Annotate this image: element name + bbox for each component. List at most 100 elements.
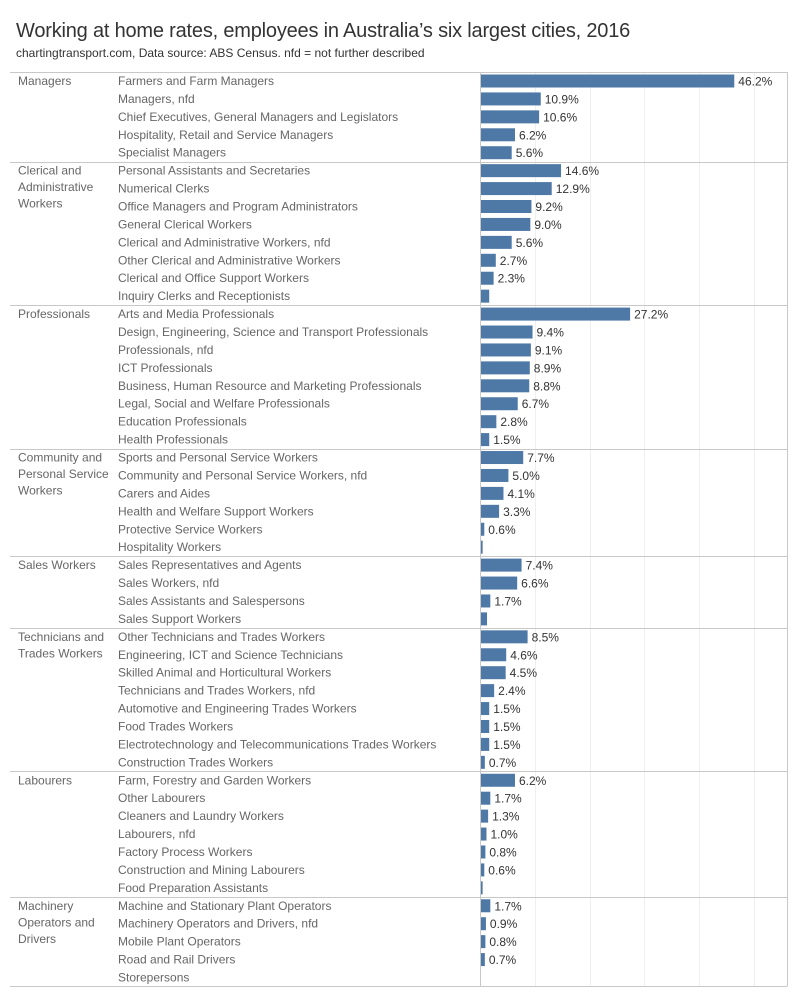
category-label: Food Preparation Assistants <box>118 881 268 895</box>
category-label: Specialist Managers <box>118 146 226 160</box>
value-label: 1.7% <box>494 594 522 608</box>
category-label: Skilled Animal and Horticultural Workers <box>118 666 331 680</box>
category-label: Legal, Social and Welfare Professionals <box>118 397 330 411</box>
group-label-line: Drivers <box>18 932 56 946</box>
value-label: 4.1% <box>507 487 535 501</box>
value-label: 4.6% <box>510 648 538 662</box>
group-label-line: Administrative <box>18 180 94 194</box>
bar <box>481 415 497 429</box>
bar <box>481 540 483 554</box>
bar <box>481 594 491 608</box>
category-label: Sales Support Workers <box>118 612 241 626</box>
category-label: ICT Professionals <box>118 361 212 375</box>
category-label: Sales Assistants and Salespersons <box>118 594 305 608</box>
category-label: Sales Representatives and Agents <box>118 558 301 572</box>
value-label: 6.7% <box>522 397 550 411</box>
group-label-line: Managers <box>18 74 71 88</box>
bar <box>481 468 509 482</box>
value-label: 5.0% <box>512 469 540 483</box>
bar <box>481 935 486 949</box>
value-label: 9.2% <box>535 200 563 214</box>
category-label: Labourers, nfd <box>118 827 195 841</box>
group-label-line: Operators and <box>18 915 95 929</box>
value-label: 1.5% <box>493 702 521 716</box>
value-label: 10.6% <box>543 110 577 124</box>
value-label: 6.2% <box>519 774 547 788</box>
value-label: 1.5% <box>493 720 521 734</box>
bar <box>481 451 524 465</box>
bar <box>481 558 522 572</box>
category-label: Arts and Media Professionals <box>118 307 274 321</box>
category-label: Sales Workers, nfd <box>118 576 219 590</box>
value-label: 10.9% <box>545 92 579 106</box>
value-label: 5.6% <box>516 146 544 160</box>
category-label: Numerical Clerks <box>118 182 209 196</box>
bar <box>481 755 485 769</box>
bar <box>481 164 562 178</box>
value-label: 0.7% <box>489 756 517 770</box>
bar <box>481 773 515 787</box>
bar <box>481 289 490 303</box>
bar <box>481 791 491 805</box>
group-label: Labourers <box>18 773 72 787</box>
group-label-line: Sales Workers <box>18 558 96 572</box>
category-label: Hospitality, Retail and Service Managers <box>118 128 333 142</box>
category-label: Factory Process Workers <box>118 845 252 859</box>
category-label: Clerical and Office Support Workers <box>118 271 309 285</box>
value-label: 5.6% <box>516 236 544 250</box>
value-label: 0.8% <box>489 845 517 859</box>
bar <box>481 433 490 447</box>
category-label: Professionals, nfd <box>118 343 213 357</box>
category-label: Other Labourers <box>118 791 205 805</box>
category-label: Carers and Aides <box>118 486 210 500</box>
value-label: 9.1% <box>535 343 563 357</box>
category-label: Machinery Operators and Drivers, nfd <box>118 917 318 931</box>
chart-subtitle: chartingtransport.com, Data source: ABS … <box>16 46 425 60</box>
value-label: 1.7% <box>494 899 522 913</box>
bar <box>481 343 531 357</box>
bar <box>481 379 530 393</box>
category-label: Automotive and Engineering Trades Worker… <box>118 702 357 716</box>
bar <box>481 719 490 733</box>
value-label: 0.7% <box>489 953 517 967</box>
bar <box>481 863 485 877</box>
bar <box>481 253 496 267</box>
chart-title: Working at home rates, employees in Aust… <box>16 20 631 42</box>
category-label: Community and Personal Service Workers, … <box>118 468 367 482</box>
category-label: Engineering, ICT and Science Technicians <box>118 648 343 662</box>
category-label: Storepersons <box>118 971 189 985</box>
category-label: Machine and Stationary Plant Operators <box>118 899 331 913</box>
bar <box>481 235 512 249</box>
bar <box>481 397 518 411</box>
bar <box>481 917 486 931</box>
bar <box>481 92 541 106</box>
bar <box>481 200 532 214</box>
category-label: Technicians and Trades Workers, nfd <box>118 684 315 698</box>
group-label: Machinery Operators and Drivers <box>18 899 95 946</box>
category-label: Design, Engineering, Science and Transpo… <box>118 325 428 339</box>
group-label: Technicians and Trades Workers <box>18 630 104 661</box>
bar <box>481 666 506 680</box>
bar <box>481 809 489 823</box>
bar <box>481 128 515 142</box>
category-label: Chief Executives, General Managers and L… <box>118 110 398 124</box>
value-label: 1.5% <box>493 738 521 752</box>
bar <box>481 953 485 967</box>
bar <box>481 845 486 859</box>
group-label: Managers <box>18 74 71 88</box>
category-label: Health Professionals <box>118 433 228 447</box>
value-label: 8.5% <box>532 630 560 644</box>
bar <box>481 307 631 321</box>
group-label-line: Technicians and <box>18 630 104 644</box>
group-label-line: Clerical and <box>18 164 81 178</box>
category-label: Office Managers and Program Administrato… <box>118 200 358 214</box>
group-label-line: Personal Service <box>18 467 109 481</box>
category-label: Road and Rail Drivers <box>118 953 235 967</box>
category-label: Personal Assistants and Secretaries <box>118 164 310 178</box>
bar <box>481 827 487 841</box>
value-label: 0.9% <box>490 917 518 931</box>
category-label: Hospitality Workers <box>118 540 221 554</box>
bar <box>481 702 490 716</box>
bar <box>481 576 518 590</box>
